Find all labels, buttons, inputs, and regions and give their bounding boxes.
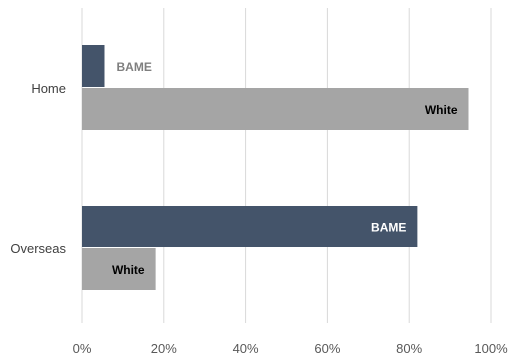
- category-label: Overseas: [10, 241, 66, 256]
- x-tick-label: 100%: [474, 341, 508, 356]
- data-label: BAME: [371, 221, 406, 235]
- x-tick-label: 20%: [151, 341, 177, 356]
- x-tick-label: 60%: [314, 341, 340, 356]
- x-tick-label: 40%: [233, 341, 259, 356]
- category-label: Home: [31, 81, 66, 96]
- x-tick-label: 0%: [73, 341, 92, 356]
- bars: [82, 45, 469, 290]
- category-labels: Home Overseas: [10, 81, 66, 256]
- data-label: White: [112, 263, 145, 277]
- x-tick-label: 80%: [396, 341, 422, 356]
- data-label: BAME: [116, 60, 151, 74]
- bar: [82, 206, 418, 247]
- x-tick-labels: 0% 20% 40% 60% 80% 100%: [73, 341, 508, 356]
- data-label: White: [425, 103, 458, 117]
- bar: [82, 45, 105, 87]
- data-labels: BAME White BAME White: [112, 60, 458, 277]
- bar: [82, 88, 469, 130]
- bar: [82, 248, 156, 290]
